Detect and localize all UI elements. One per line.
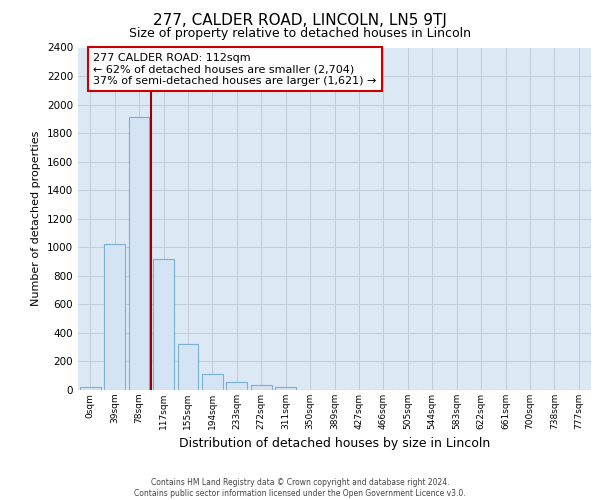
Text: Contains HM Land Registry data © Crown copyright and database right 2024.
Contai: Contains HM Land Registry data © Crown c… — [134, 478, 466, 498]
Bar — [153, 258, 174, 390]
Bar — [178, 344, 199, 390]
Bar — [251, 385, 272, 390]
Bar — [202, 374, 223, 390]
Y-axis label: Number of detached properties: Number of detached properties — [31, 131, 41, 306]
X-axis label: Distribution of detached houses by size in Lincoln: Distribution of detached houses by size … — [179, 438, 490, 450]
Bar — [128, 118, 149, 390]
Text: 277, CALDER ROAD, LINCOLN, LN5 9TJ: 277, CALDER ROAD, LINCOLN, LN5 9TJ — [153, 12, 447, 28]
Bar — [80, 387, 101, 390]
Text: Size of property relative to detached houses in Lincoln: Size of property relative to detached ho… — [129, 28, 471, 40]
Bar — [275, 387, 296, 390]
Bar — [226, 382, 247, 390]
Text: 277 CALDER ROAD: 112sqm
← 62% of detached houses are smaller (2,704)
37% of semi: 277 CALDER ROAD: 112sqm ← 62% of detache… — [94, 52, 377, 86]
Bar — [104, 244, 125, 390]
